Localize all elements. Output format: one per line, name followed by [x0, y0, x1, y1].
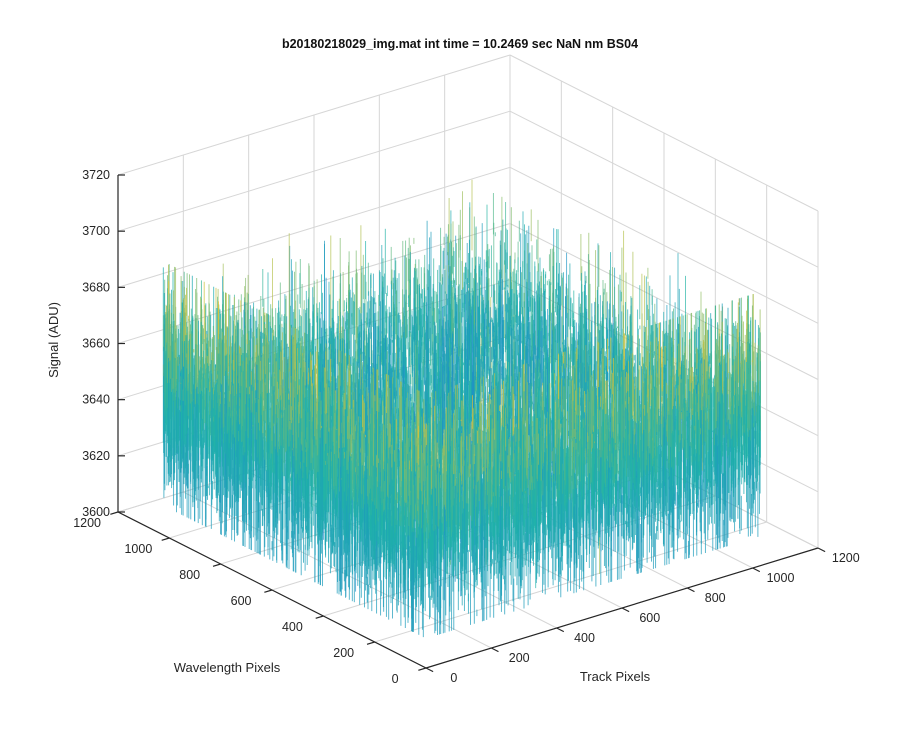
surface-layer: [162, 179, 761, 638]
grid-backwall-z-5: [117, 110, 511, 232]
grid-backwall-z-4: [117, 166, 511, 288]
grid-sidewall-z-6: [509, 54, 819, 212]
grid-backwall-z-6: [117, 54, 511, 176]
grid-sidewall-z-3: [509, 223, 819, 380]
grid-sidewall-z-4: [509, 166, 819, 324]
grid-sidewall-z-5: [509, 110, 819, 268]
